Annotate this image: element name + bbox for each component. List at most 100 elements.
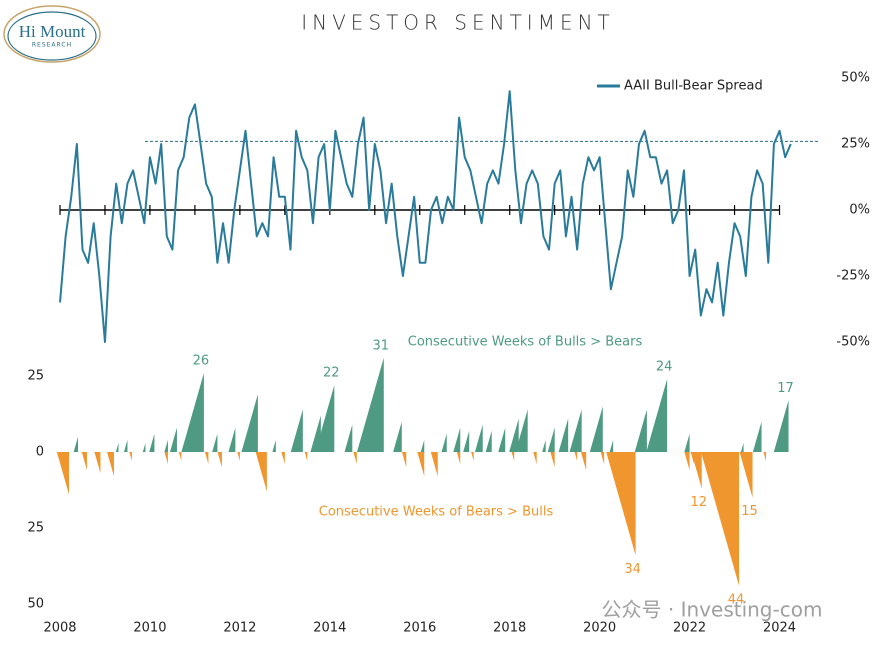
streak-bar — [272, 439, 276, 452]
y-tick-label: 0% — [849, 203, 870, 218]
streak-bar — [474, 424, 483, 452]
streak-bar — [646, 379, 668, 452]
streak-bar — [81, 452, 87, 471]
streak-bar — [547, 427, 555, 452]
streak-bar — [550, 452, 555, 468]
streak-bar — [178, 452, 182, 462]
streak-bar — [73, 436, 78, 452]
logo-ring — [7, 11, 97, 61]
streak-bar — [533, 452, 537, 465]
streak-bar — [164, 439, 168, 452]
streak-bar — [420, 439, 425, 452]
streak-bar — [569, 409, 582, 452]
y-tick-label: 50 — [27, 597, 44, 612]
streak-bar — [580, 452, 587, 471]
x-tick-label: 2012 — [223, 621, 256, 636]
streak-bar — [542, 439, 546, 452]
streak-bar — [281, 452, 285, 465]
streak-bar — [290, 409, 303, 452]
x-tick-label: 2010 — [133, 621, 166, 636]
streak-bar — [315, 385, 335, 452]
y-tick-label: 25 — [27, 521, 44, 536]
streak-bar — [393, 421, 402, 452]
streak-bar — [304, 452, 308, 462]
streak-bar — [589, 406, 603, 452]
streak-bar — [228, 427, 236, 452]
streak-bar — [212, 433, 218, 452]
streak-bar — [463, 430, 470, 452]
streak-bar — [471, 452, 474, 462]
streak-bar — [498, 427, 506, 452]
streak-bar — [56, 452, 69, 495]
y-tick-label: 25% — [841, 137, 870, 152]
streak-bar — [485, 430, 492, 452]
data-label: 34 — [624, 562, 641, 577]
streak-bar — [344, 424, 353, 452]
legend-label: AAII Bull-Bear Spread — [624, 79, 763, 94]
streak-bar — [353, 452, 357, 465]
streak-bar — [511, 452, 515, 462]
streak-bar — [453, 427, 461, 452]
streak-bar — [255, 452, 267, 492]
x-tick-label: 2022 — [673, 621, 706, 636]
streak-bar — [441, 433, 447, 452]
streak-bar — [204, 452, 209, 465]
streak-bar — [606, 452, 636, 556]
y-tick-label: -25% — [836, 269, 870, 284]
series-label: Consecutive Weeks of Bulls > Bears — [408, 335, 643, 350]
spread-line — [59, 90, 792, 343]
series-label: Consecutive Weeks of Bears > Bulls — [319, 505, 554, 520]
streak-bar — [752, 421, 762, 452]
streak-bar — [509, 418, 519, 452]
streak-bar — [417, 452, 425, 477]
streak-bar — [217, 452, 222, 468]
x-tick-label: 2024 — [763, 621, 796, 636]
streak-bar — [401, 452, 407, 468]
logo-sub: RESEARCH — [32, 42, 72, 49]
chart-title: INVESTOR SENTIMENT — [301, 11, 615, 35]
y-tick-label: 50% — [841, 71, 870, 86]
data-label: 12 — [690, 495, 707, 510]
streak-bar — [430, 452, 438, 477]
x-tick-label: 2008 — [43, 621, 76, 636]
streak-bar — [129, 452, 132, 462]
streak-bar — [181, 372, 204, 452]
data-label: 17 — [777, 381, 794, 396]
streak-bar — [115, 442, 119, 452]
streak-bar — [94, 452, 101, 474]
streak-bar — [164, 452, 168, 465]
x-tick-label: 2020 — [583, 621, 616, 636]
y-tick-label: -50% — [836, 335, 870, 350]
streak-bar — [739, 452, 753, 498]
streak-bar — [609, 439, 614, 452]
streak-bar — [600, 452, 605, 465]
watermark: 公众号 · Investing-com — [602, 598, 823, 622]
streak-bar — [107, 452, 114, 477]
streak-bar — [574, 452, 578, 462]
data-label: 24 — [656, 360, 673, 375]
streak-bar — [356, 357, 384, 452]
streak-bar — [142, 442, 146, 452]
streak-bar — [149, 433, 155, 452]
streak-bar — [456, 452, 461, 465]
streak-bar — [170, 427, 177, 452]
streak-bar — [763, 452, 767, 462]
x-tick-label: 2016 — [403, 621, 436, 636]
data-label: 22 — [323, 366, 340, 381]
streak-bar — [634, 409, 647, 452]
logo-name: Hi Mount — [19, 22, 86, 41]
logo-ring — [3, 5, 101, 63]
streak-bar — [740, 442, 744, 452]
streak-bar — [684, 452, 690, 471]
streak-bar — [773, 400, 789, 452]
streak-bar — [123, 439, 128, 452]
y-tick-label: 25 — [27, 369, 44, 384]
streak-bar — [237, 452, 240, 462]
x-tick-label: 2014 — [313, 621, 346, 636]
streak-bar — [684, 433, 690, 452]
streak-bar — [558, 418, 569, 452]
streak-bar — [701, 452, 740, 586]
data-label: 15 — [741, 504, 758, 519]
streak-bar — [241, 394, 258, 452]
